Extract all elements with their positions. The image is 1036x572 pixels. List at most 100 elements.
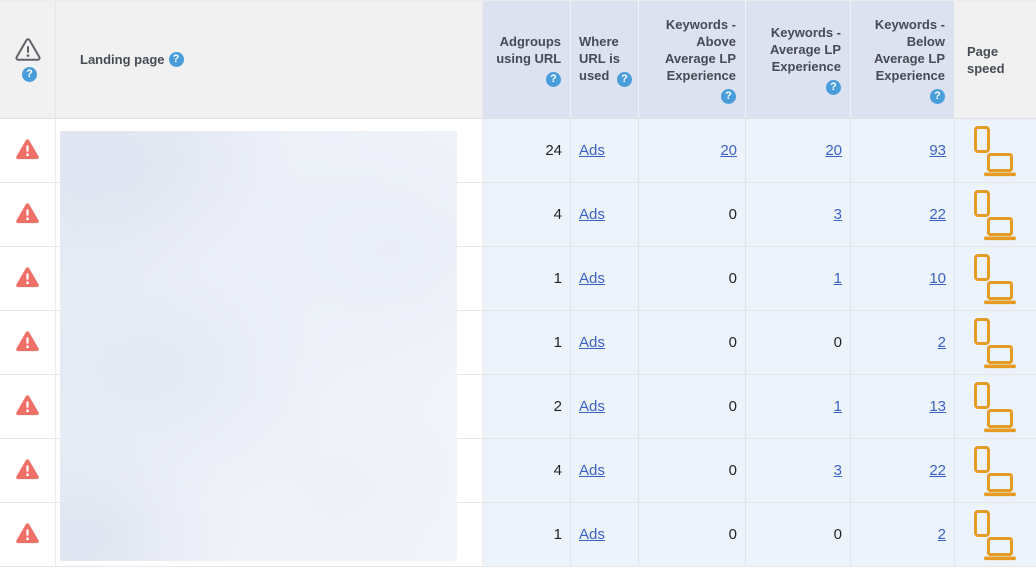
laptop-icon [983,473,1017,501]
page-speed-cell [955,247,1036,310]
landing-page-cell [56,503,483,566]
laptop-icon [983,537,1017,565]
header-keywords-above-average: Keywords - Above Average LP Experience [639,1,746,118]
adgroups-count-cell: 1 [483,311,571,374]
ads-link[interactable]: Ads [579,142,605,159]
where-used-cell: Ads [571,311,639,374]
table-row: 24 Ads 20 20 93 [0,119,1036,183]
kw-below-help-icon[interactable] [930,88,945,104]
keywords-average-cell[interactable]: 3 [746,439,851,502]
keywords-above-cell: 0 [639,375,746,438]
ads-link[interactable]: Ads [579,270,605,287]
kw-below-header-label: Keywords - Below Average LP Experience [873,16,945,83]
laptop-icon [983,217,1017,245]
keywords-below-cell[interactable]: 2 [851,311,955,374]
keywords-above-cell: 0 [639,247,746,310]
keywords-average-cell[interactable]: 20 [746,119,851,182]
page-speed-cell [955,375,1036,438]
where-used-cell: Ads [571,183,639,246]
page-speed-cell [955,183,1036,246]
adgroups-count-cell: 1 [483,503,571,566]
table-row: 4 Ads 0 3 22 [0,183,1036,247]
laptop-icon [983,345,1017,373]
landing-page-help-icon[interactable] [168,52,184,67]
where-used-help-icon[interactable] [616,71,632,87]
landing-page-cell [56,119,483,182]
ads-link[interactable]: Ads [579,526,605,543]
mobile-phone-icon [974,254,990,285]
keywords-above-cell: 0 [639,503,746,566]
ads-link[interactable]: Ads [579,462,605,479]
header-landing-page: Landing page [56,1,483,118]
where-used-cell: Ads [571,503,639,566]
keywords-below-cell[interactable]: 2 [851,503,955,566]
table-body: 24 Ads 20 20 93 [0,119,1036,567]
adgroups-count-cell: 4 [483,439,571,502]
mobile-phone-icon [974,318,990,349]
where-used-cell: Ads [571,439,639,502]
warning-triangle-filled-icon [15,266,40,292]
adgroups-count-cell: 24 [483,119,571,182]
keywords-average-cell[interactable]: 1 [746,375,851,438]
warning-cell [0,439,56,502]
warning-cell [0,119,56,182]
landing-page-cell [56,183,483,246]
warning-triangle-outline-icon [14,37,41,65]
keywords-above-cell: 0 [639,311,746,374]
laptop-icon [983,409,1017,437]
keywords-below-cell[interactable]: 93 [851,119,955,182]
keywords-average-cell[interactable]: 1 [746,247,851,310]
warning-cell [0,183,56,246]
keywords-average-cell[interactable]: 3 [746,183,851,246]
keywords-below-cell[interactable]: 10 [851,247,955,310]
kw-average-help-icon[interactable] [826,80,841,95]
keywords-average-cell: 0 [746,311,851,374]
laptop-icon [983,281,1017,309]
page-speed-header-label: Page speed [967,43,1005,76]
ads-link[interactable]: Ads [579,206,605,223]
warning-triangle-filled-icon [15,202,40,228]
keywords-average-cell: 0 [746,503,851,566]
ads-link[interactable]: Ads [579,398,605,415]
landing-page-cell [56,311,483,374]
header-where-url-is-used: Where URL is used [571,1,639,118]
mobile-phone-icon [974,510,990,541]
warning-triangle-filled-icon [15,458,40,484]
warnings-help-icon[interactable] [22,66,37,82]
warning-triangle-filled-icon [15,522,40,548]
kw-average-header-label: Keywords - Average LP Experience [769,25,841,74]
mobile-phone-icon [974,382,990,413]
table-row: 4 Ads 0 3 22 [0,439,1036,503]
page-speed-cell [955,119,1036,182]
warning-triangle-filled-icon [15,138,40,164]
mobile-phone-icon [974,190,990,221]
adgroups-header-label: Adgroups using URL [496,33,561,66]
mobile-phone-icon [974,126,990,157]
warning-cell [0,503,56,566]
landing-page-cell [56,247,483,310]
keywords-below-cell[interactable]: 13 [851,375,955,438]
adgroups-help-icon[interactable] [546,71,561,87]
table-header-row: Landing page Adgroups using URL Where UR… [0,1,1036,119]
ads-link[interactable]: Ads [579,334,605,351]
keywords-above-cell[interactable]: 20 [639,119,746,182]
adgroups-count-cell: 1 [483,247,571,310]
warning-cell [0,375,56,438]
warning-triangle-filled-icon [15,330,40,356]
adgroups-count-cell: 4 [483,183,571,246]
table-row: 1 Ads 0 0 2 [0,503,1036,567]
keywords-below-cell[interactable]: 22 [851,439,955,502]
page-speed-cell [955,439,1036,502]
page-speed-cell [955,503,1036,566]
header-keywords-average: Keywords - Average LP Experience [746,1,851,118]
keywords-above-cell: 0 [639,183,746,246]
table-row: 1 Ads 0 1 10 [0,247,1036,311]
page-speed-cell [955,311,1036,374]
kw-above-help-icon[interactable] [721,88,736,104]
landing-page-cell [56,439,483,502]
warning-triangle-filled-icon [15,394,40,420]
where-used-header-label: Where URL is used [579,33,620,83]
where-used-cell: Ads [571,247,639,310]
keywords-below-cell[interactable]: 22 [851,183,955,246]
